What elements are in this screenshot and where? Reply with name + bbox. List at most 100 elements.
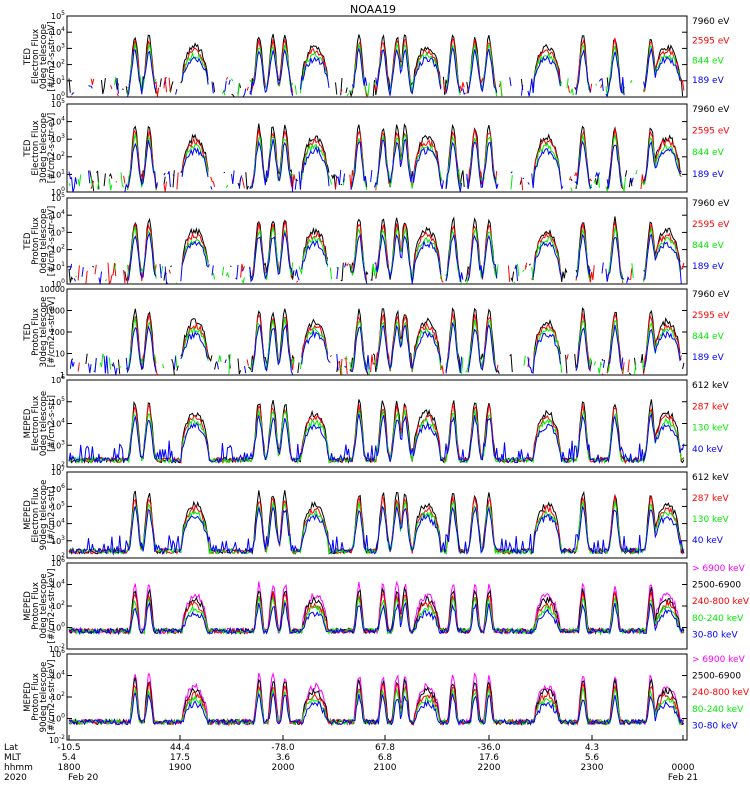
- y-tick-label: 101: [51, 168, 65, 179]
- x-tick-label: -36.0: [477, 743, 501, 753]
- x-row-label: 2020: [4, 773, 27, 783]
- series-blue: [69, 322, 682, 375]
- legend-item: 612 keV: [692, 381, 729, 391]
- series-blue: [68, 601, 685, 636]
- flux-traces: [68, 580, 685, 636]
- x-tick-label: Feb 20: [68, 773, 99, 783]
- y-tick-label: 104: [51, 579, 65, 590]
- x-tick-label: 3.6: [276, 753, 291, 763]
- flux-traces: [68, 399, 685, 465]
- legend-item: 240-800 keV: [692, 688, 750, 698]
- y-axis-label: TED: [23, 139, 33, 158]
- x-tick-label: 6.8: [378, 753, 393, 763]
- legend-item: 40 keV: [692, 536, 724, 546]
- x-row-label: Lat: [4, 743, 19, 753]
- y-tick-label: 102: [51, 461, 65, 472]
- legend-item: > 6900 keV: [692, 655, 746, 665]
- y-tick-label: 102: [51, 600, 65, 611]
- series-green: [75, 226, 682, 285]
- legend-item: 130 keV: [692, 424, 729, 434]
- y-tick-label: 10-2: [49, 643, 65, 654]
- y-axis-label: Electron Flux: [31, 29, 41, 84]
- series-red: [68, 681, 685, 727]
- panel-frame: [66, 103, 688, 193]
- flux-traces: [69, 216, 684, 284]
- panel-frame: [66, 562, 688, 650]
- legend-item: 7960 eV: [692, 290, 730, 300]
- y-tick-label: 10-2: [49, 734, 65, 745]
- x-tick-label: 2000: [272, 763, 295, 773]
- legend-item: 80-240 keV: [692, 705, 744, 715]
- series-green: [68, 409, 685, 465]
- panel-frame: [66, 15, 688, 98]
- y-axis-label: 90deg telescope: [39, 662, 49, 733]
- series-black: [68, 33, 684, 98]
- series-magenta: [68, 580, 685, 636]
- y-axis-label: TED: [23, 323, 33, 342]
- x-tick-label: 2100: [374, 763, 397, 773]
- x-row-label: hhmm: [4, 763, 33, 773]
- y-axis-label: [#/cm2-s-str-eV]: [47, 206, 57, 276]
- y-tick-label: 103: [51, 42, 65, 53]
- y-tick-label: 106: [51, 483, 65, 494]
- legend-item: 2595 eV: [692, 311, 730, 321]
- y-axis-label: [#/cm2-s-str]: [47, 395, 57, 452]
- x-row-label: MLT: [4, 753, 22, 763]
- y-tick-label: 103: [51, 133, 65, 144]
- x-tick-label: 5.4: [62, 753, 77, 763]
- y-tick-label: 100: [51, 91, 65, 102]
- panel-frame: [66, 471, 688, 559]
- y-tick-label: 103: [51, 535, 65, 546]
- x-tick-label: 2200: [478, 763, 501, 773]
- y-axis-label: 0deg telescope: [39, 24, 49, 89]
- legend-item: 844 eV: [692, 56, 725, 66]
- legend-item: 844 eV: [692, 332, 725, 342]
- y-tick-label: 105: [51, 98, 65, 109]
- legend-item: 2595 eV: [692, 37, 730, 47]
- series-green: [68, 687, 685, 726]
- y-tick-label: 100: [51, 278, 65, 289]
- y-tick-label: 102: [51, 244, 65, 255]
- x-tick-label: 17.5: [170, 753, 190, 763]
- series-red: [77, 220, 685, 285]
- legend-item: 7960 eV: [692, 105, 730, 115]
- y-tick-label: 101: [51, 75, 65, 86]
- y-tick-label: 105: [51, 10, 65, 21]
- x-tick-label: 5.6: [585, 753, 600, 763]
- y-tick-label: 103: [51, 226, 65, 237]
- y-axis-label: Proton Flux: [31, 673, 41, 721]
- x-tick-label: Feb 21: [668, 773, 698, 783]
- y-tick-label: 104: [51, 116, 65, 127]
- y-tick-label: 104: [51, 418, 65, 429]
- legend-item: 240-800 keV: [692, 597, 750, 607]
- y-axis-label: 0deg telescope: [39, 391, 49, 456]
- y-axis-label: Electron Flux: [31, 120, 41, 175]
- series-blue: [71, 46, 681, 98]
- y-axis-label: 0deg telescope: [39, 573, 49, 638]
- y-axis-label: 30deg telescope: [39, 113, 49, 184]
- legend-item: 30-80 keV: [692, 721, 738, 731]
- series-magenta: [68, 671, 685, 726]
- y-tick-label: 10: [55, 350, 65, 359]
- x-tick-label: 1800: [58, 763, 81, 773]
- y-tick-label: 102: [51, 691, 65, 702]
- legend-item: 2595 eV: [692, 127, 730, 137]
- y-axis-label: [#/cm2-s-str-eV]: [47, 113, 57, 183]
- panel-frame: [66, 653, 688, 741]
- y-tick-label: 103: [51, 439, 65, 450]
- series-red: [68, 590, 685, 636]
- x-tick-label: 2300: [581, 763, 604, 773]
- y-tick-label: 104: [51, 518, 65, 529]
- y-tick-label: 104: [51, 209, 65, 220]
- y-tick-label: 104: [51, 670, 65, 681]
- flux-traces: [68, 490, 685, 556]
